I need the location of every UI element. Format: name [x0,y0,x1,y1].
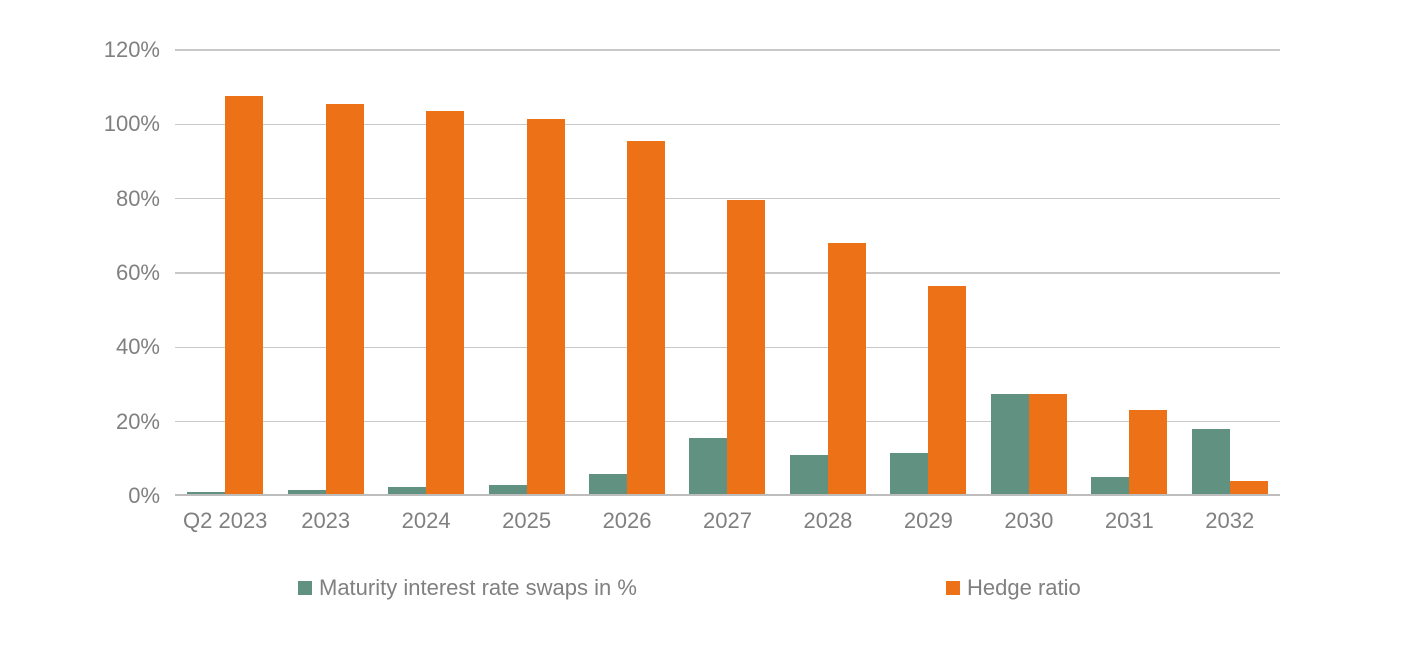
bar-hedge-ratio [225,96,264,494]
x-axis-tick-label: 2030 [1004,508,1054,533]
category-slot [878,50,978,494]
category-slot [677,50,777,494]
bar-hedge-ratio [426,111,465,494]
x-axis-tick-label: 2023 [301,508,351,533]
bar-hedge-ratio [325,103,364,494]
legend-label: Hedge ratio [967,575,1081,600]
gridline [175,49,1280,51]
category-slot [476,50,576,494]
bar-maturity-interest-rate-swaps-in [689,438,728,494]
bar-maturity-interest-rate-swaps-in [789,455,828,494]
legend-item-maturity-interest-rate-swaps-in: Maturity interest rate swaps in % [298,575,637,601]
bar-hedge-ratio [1129,410,1168,494]
plot-area [175,49,1280,496]
bar-hedge-ratio [727,200,766,494]
legend: Maturity interest rate swaps in % Hedge r… [0,575,1413,605]
x-axis-tick-label: 2026 [602,508,652,533]
bar-hedge-ratio [627,140,666,494]
category-slot [275,50,375,494]
bar-maturity-interest-rate-swaps-in [287,490,326,494]
y-axis-tick-label: 40% [115,334,160,360]
legend-item-hedge-ratio: Hedge ratio [946,575,1081,601]
legend-swatch-icon [298,581,312,595]
category-slot [577,50,677,494]
gridline [175,197,1280,200]
bar-hedge-ratio [1028,393,1067,494]
bar-maturity-interest-rate-swaps-in [589,473,628,494]
y-axis-tick-label: 0% [128,483,160,508]
legend-label: Maturity interest rate swaps in % [319,575,637,600]
bar-maturity-interest-rate-swaps-in [187,492,226,494]
bar-maturity-interest-rate-swaps-in [990,393,1029,494]
bar-maturity-interest-rate-swaps-in [388,486,427,494]
bar-hedge-ratio [526,118,565,494]
y-axis-tick-label: 100% [103,111,160,137]
bar-hedge-ratio [1229,481,1268,494]
bar-maturity-interest-rate-swaps-in [1091,477,1130,494]
x-axis-tick-label: Q2 2023 [183,508,268,533]
bars-row [175,50,1280,494]
category-slot [376,50,476,494]
x-axis-tick-label: 2027 [703,508,752,533]
x-axis-tick-label: 2029 [903,508,953,533]
bar-maturity-interest-rate-swaps-in [488,484,527,494]
bar-maturity-interest-rate-swaps-in [1191,429,1230,494]
y-axis-tick-label: 80% [115,185,160,211]
y-axis-tick-label: 20% [115,408,160,434]
y-axis-tick-label: 120% [103,37,160,62]
gridline [175,123,1280,126]
legend-swatch-icon [946,581,960,595]
x-axis-tick-label: 2025 [502,508,552,533]
category-slot [979,50,1079,494]
bar-maturity-interest-rate-swaps-in [890,453,929,494]
x-axis-line [175,494,1280,496]
x-axis-tick-label: 2024 [401,508,451,533]
bar-hedge-ratio [928,285,967,494]
bar-hedge-ratio [827,243,866,494]
x-axis-tick-label: 2031 [1104,508,1154,533]
category-slot [1079,50,1179,494]
category-slot [1180,50,1280,494]
x-axis-tick-label: 2028 [803,508,853,533]
x-axis-tick-label: 2032 [1205,508,1255,533]
y-axis-tick-label: 60% [115,260,160,285]
x-axis: Q2 2023 2023 2024 2025 2026 2027 2028 2029 2030 2… [175,508,1280,534]
category-slot [778,50,878,494]
category-slot [175,50,275,494]
